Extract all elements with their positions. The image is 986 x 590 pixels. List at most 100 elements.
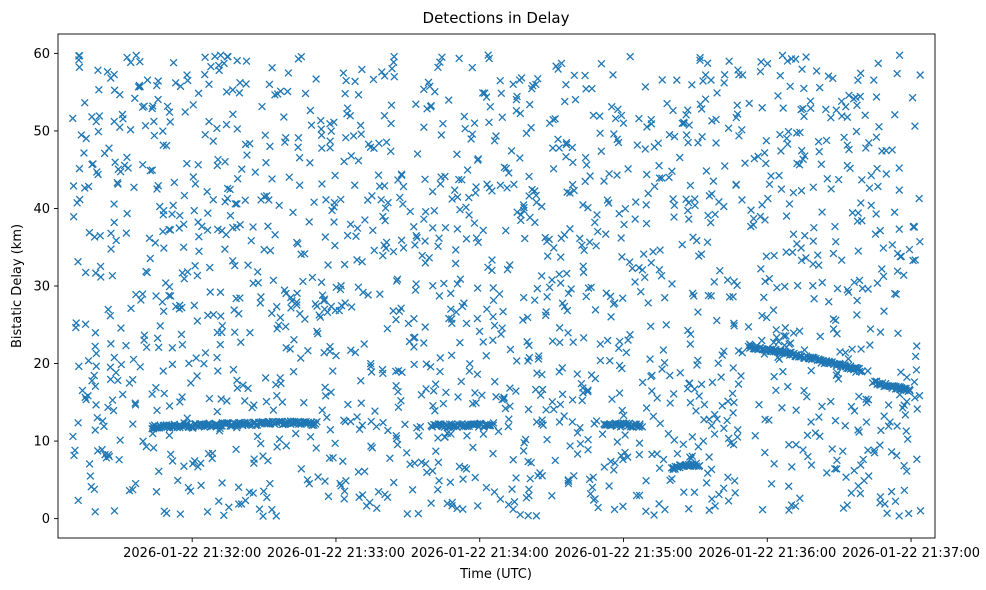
detection-point — [718, 351, 727, 359]
detection-point — [343, 231, 352, 240]
detection-point — [863, 367, 872, 375]
detection-point — [509, 455, 518, 464]
x-axis: 2026-01-22 21:32:00 2026-01-22 21:33:00 20… — [123, 538, 980, 561]
detection-point — [437, 173, 445, 181]
detection-point — [733, 426, 742, 434]
detection-point — [761, 277, 770, 286]
detection-point — [829, 315, 838, 323]
detection-point — [597, 59, 606, 68]
detection-point — [453, 193, 462, 201]
detection-point — [552, 62, 560, 71]
detection-point — [401, 420, 409, 429]
detection-point — [618, 252, 626, 261]
detection-point — [98, 445, 106, 454]
detection-point — [158, 127, 167, 135]
detection-point — [732, 181, 740, 189]
detection-point — [584, 435, 592, 444]
detection-point — [833, 284, 842, 293]
detection-point — [734, 380, 743, 388]
detection-point — [578, 241, 586, 250]
detection-point — [156, 322, 165, 330]
detection-point — [171, 78, 180, 87]
detection-point — [84, 356, 93, 365]
detection-point — [724, 497, 733, 505]
detection-point — [243, 151, 251, 159]
detection-point — [533, 74, 542, 83]
detection-point — [562, 269, 571, 278]
detection-point — [555, 338, 564, 347]
detection-point — [457, 175, 466, 184]
detection-point — [698, 132, 707, 141]
detection-point — [479, 226, 488, 235]
detection-point — [222, 88, 231, 96]
detection-point — [332, 283, 341, 292]
detection-point — [489, 312, 497, 321]
detection-point — [756, 212, 765, 221]
detection-point — [282, 441, 291, 450]
detection-point — [268, 63, 276, 72]
detection-point — [646, 355, 654, 363]
detection-point — [631, 278, 639, 286]
detection-point — [496, 76, 505, 85]
detection-point — [276, 313, 285, 322]
detection-point — [518, 316, 527, 324]
detection-point — [74, 362, 83, 371]
detection-point — [68, 114, 77, 123]
detection-point — [595, 112, 604, 120]
detection-point — [482, 93, 491, 101]
detection-point — [236, 338, 245, 347]
detection-point — [275, 201, 284, 210]
detection-point — [877, 265, 886, 273]
detection-point — [226, 211, 235, 220]
detection-point — [525, 100, 534, 109]
detection-point — [435, 292, 444, 300]
detection-point — [670, 213, 678, 221]
detection-point — [611, 114, 620, 123]
detection-point — [679, 488, 688, 496]
y-tick-label-5: 50 — [33, 124, 50, 139]
detection-point — [224, 503, 233, 512]
detection-point — [338, 457, 347, 466]
detection-point — [911, 122, 919, 130]
detection-point — [154, 95, 162, 104]
detection-point — [779, 331, 788, 340]
detection-point — [154, 343, 163, 352]
detection-point — [390, 72, 399, 81]
detection-point — [563, 306, 572, 315]
detection-point — [84, 182, 93, 191]
detection-point — [72, 319, 81, 327]
detection-point — [88, 376, 96, 385]
detection-point — [870, 446, 878, 454]
detection-point — [867, 201, 876, 210]
detection-point — [533, 369, 541, 378]
detection-point — [806, 97, 815, 105]
detection-point — [532, 512, 541, 520]
detection-point — [638, 378, 647, 387]
x-tick-label-3: 2026-01-22 21:35:00 — [554, 546, 692, 561]
detection-point — [471, 389, 479, 397]
detection-point — [313, 329, 322, 338]
detection-point — [642, 404, 651, 412]
detection-point — [126, 125, 135, 134]
detection-point — [110, 507, 119, 515]
detection-point — [446, 430, 455, 438]
detection-point — [556, 253, 565, 262]
detection-point — [655, 499, 663, 508]
detection-point — [795, 160, 804, 169]
detection-point — [787, 54, 796, 63]
detection-point — [537, 202, 546, 211]
detection-point — [471, 189, 480, 197]
detection-point — [728, 389, 737, 398]
detection-point — [280, 286, 289, 294]
detection-point — [410, 459, 419, 468]
detection-point — [564, 289, 573, 298]
y-axis-label: Bistatic Delay (km) — [10, 224, 25, 348]
detection-point — [589, 496, 598, 504]
detection-point — [140, 331, 149, 340]
detection-point — [839, 504, 848, 513]
detection-point — [538, 471, 547, 480]
detection-point — [413, 233, 421, 242]
detection-point — [363, 196, 372, 204]
detection-point — [110, 353, 119, 362]
y-tick-label-4: 40 — [33, 202, 50, 217]
